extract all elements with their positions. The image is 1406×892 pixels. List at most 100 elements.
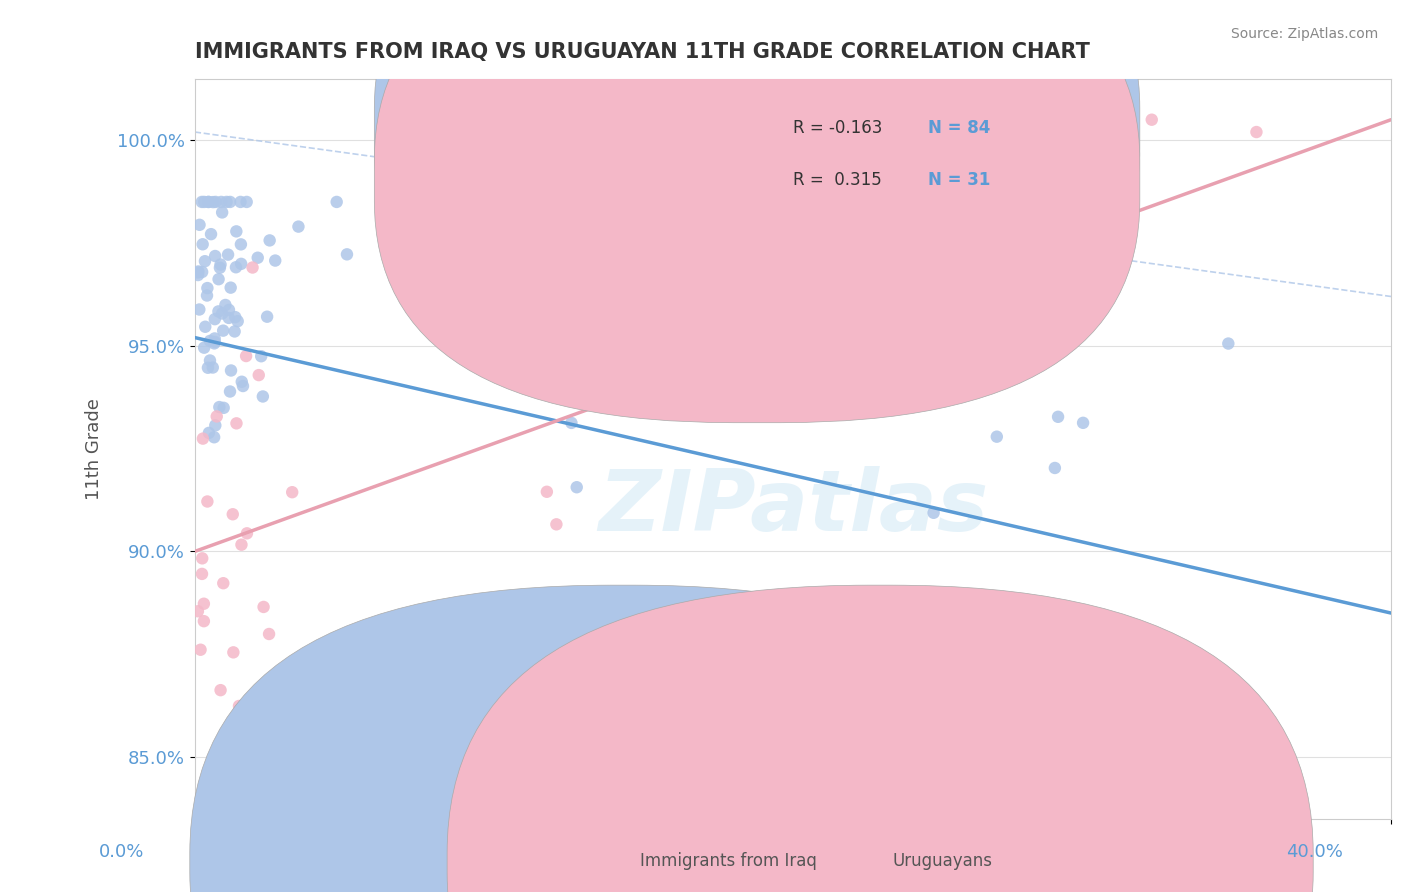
Point [1043, 461, 1066, 475]
Text: Immigrants from Iraq: Immigrants from Iraq [640, 852, 817, 870]
Point [202, 336, 225, 351]
Point [191, 265, 214, 279]
Point [187, 265, 209, 279]
Text: R = -0.163: R = -0.163 [793, 120, 883, 137]
Point [222, 508, 245, 522]
Point [211, 205, 233, 219]
Point [215, 194, 238, 209]
Point [194, 319, 217, 334]
Point [204, 312, 226, 326]
Point [1246, 125, 1268, 139]
Point [217, 247, 239, 261]
Point [194, 254, 217, 268]
Text: R =  0.315: R = 0.315 [793, 171, 882, 189]
Text: N = 84: N = 84 [928, 120, 990, 137]
Point [236, 526, 259, 541]
Point [207, 272, 229, 286]
Point [509, 298, 531, 312]
Point [228, 698, 250, 713]
Point [193, 597, 215, 611]
Point [209, 683, 232, 698]
Point [222, 645, 245, 659]
Point [193, 614, 215, 628]
Point [187, 268, 209, 282]
Point [197, 812, 219, 826]
Point [232, 379, 254, 393]
Point [250, 349, 273, 363]
Point [224, 310, 246, 325]
Point [231, 257, 253, 271]
Point [546, 517, 568, 532]
Point [219, 194, 242, 209]
Point [195, 288, 218, 302]
Point [336, 247, 359, 261]
FancyBboxPatch shape [374, 0, 1140, 371]
Point [211, 306, 233, 320]
Point [197, 194, 219, 209]
Point [205, 409, 228, 424]
Point [231, 538, 253, 552]
Point [922, 506, 945, 520]
Point [1140, 112, 1163, 127]
Point [226, 314, 249, 328]
FancyBboxPatch shape [374, 0, 1140, 423]
Point [264, 253, 287, 268]
Point [252, 599, 274, 614]
Point [219, 384, 242, 399]
Point [208, 400, 231, 414]
Point [191, 566, 214, 581]
Text: IMMIGRANTS FROM IRAQ VS URUGUAYAN 11TH GRADE CORRELATION CHART: IMMIGRANTS FROM IRAQ VS URUGUAYAN 11TH G… [195, 42, 1090, 62]
Point [191, 237, 214, 252]
Point [229, 194, 252, 209]
Point [212, 401, 235, 415]
Point [246, 251, 269, 265]
Point [325, 194, 347, 209]
Point [225, 224, 247, 238]
Point [281, 485, 304, 500]
Point [204, 194, 226, 209]
Point [209, 194, 232, 209]
Point [197, 194, 219, 209]
Point [256, 310, 278, 324]
Point [1071, 416, 1094, 430]
Point [1218, 336, 1240, 351]
Point [565, 480, 588, 494]
Point [195, 494, 218, 508]
Text: ZIPatlas: ZIPatlas [598, 467, 988, 549]
Point [198, 334, 221, 348]
Point [209, 258, 232, 272]
Point [224, 325, 246, 339]
Point [287, 219, 309, 234]
Point [218, 302, 240, 317]
Point [198, 353, 221, 368]
Point [208, 260, 231, 275]
Point [259, 234, 281, 248]
Point [212, 576, 235, 591]
Point [591, 397, 613, 411]
Point [252, 389, 274, 403]
Y-axis label: 11th Grade: 11th Grade [86, 398, 103, 500]
Point [257, 627, 280, 641]
Point [1047, 409, 1070, 424]
Text: Source: ZipAtlas.com: Source: ZipAtlas.com [1230, 27, 1378, 41]
Text: 0.0%: 0.0% [98, 843, 143, 861]
Point [247, 368, 270, 383]
Point [772, 386, 794, 401]
Point [187, 264, 209, 278]
Point [191, 551, 214, 566]
Point [204, 249, 226, 263]
Point [218, 310, 240, 325]
Point [204, 334, 226, 349]
Point [956, 386, 979, 401]
Point [204, 331, 226, 345]
Point [190, 642, 212, 657]
Point [202, 195, 225, 210]
Point [242, 260, 264, 275]
Point [920, 299, 942, 313]
Point [198, 425, 221, 440]
Point [191, 432, 214, 446]
Point [212, 324, 235, 338]
FancyBboxPatch shape [707, 90, 1029, 219]
Point [197, 360, 219, 375]
Point [536, 484, 558, 499]
